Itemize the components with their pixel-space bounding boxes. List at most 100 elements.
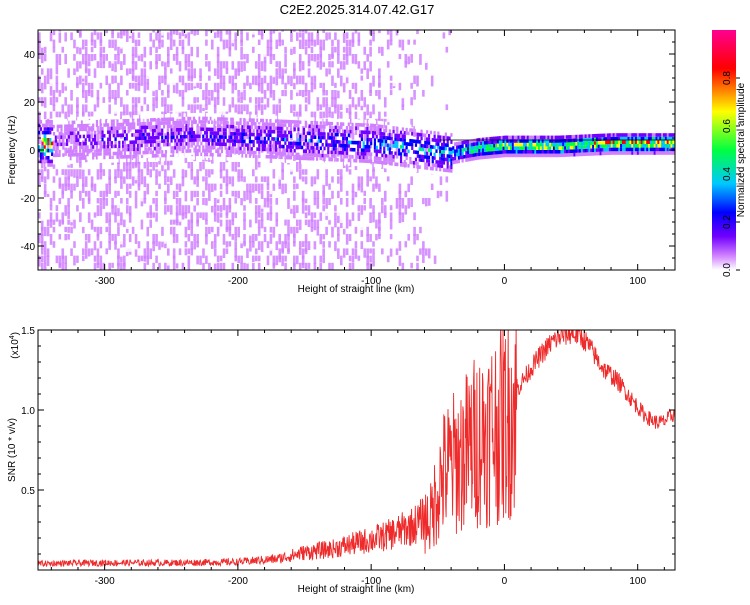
spectrogram-cell (50, 68, 53, 79)
spectrogram-cell (246, 32, 249, 40)
spectrogram-cell (307, 146, 309, 150)
spectrogram-cell (310, 160, 312, 164)
spectrogram-cell (179, 61, 182, 71)
spectrogram-cell (368, 149, 370, 153)
spectrogram-cell (114, 141, 116, 145)
spectrogram-cell (107, 145, 109, 149)
spectrogram-cell (435, 149, 437, 153)
spectrogram-cell (98, 116, 100, 120)
spectrogram-cell (399, 241, 402, 251)
spectrogram-cell (132, 176, 135, 185)
spectrogram-cell (176, 114, 178, 118)
spectrogram-cell (331, 227, 334, 238)
spectrogram-cell (378, 169, 381, 177)
spectrogram-cell (169, 121, 171, 125)
spectrogram-cell (139, 122, 141, 126)
spectrogram-cell (155, 256, 158, 264)
spectrogram-cell (114, 90, 117, 100)
spectrogram-cell (211, 184, 214, 192)
spectrogram-cell (360, 176, 363, 183)
spectrogram-cell (305, 25, 308, 33)
spectrogram-cell (302, 97, 305, 105)
spectrogram-cell (249, 136, 251, 140)
colorbar-tick-label: 0.2 (722, 215, 733, 229)
spectrogram-cell (318, 128, 320, 132)
spectrogram-cell (317, 220, 320, 229)
spectrogram-cell (296, 32, 299, 41)
spectrogram-cell (155, 90, 158, 101)
spectrogram-cell (253, 144, 255, 148)
spectrogram-cell (413, 165, 415, 169)
spectrogram-cell (399, 83, 402, 90)
spectrogram-cell (225, 146, 227, 150)
spectrogram-cell (64, 234, 67, 240)
spectrogram-cell (278, 90, 281, 99)
spectrogram-cell (116, 116, 118, 120)
spectrogram-cell (100, 32, 103, 42)
spectrogram-cell (322, 256, 325, 264)
spectrogram-cell (372, 212, 375, 222)
spectrogram-cell (75, 149, 77, 153)
spectrogram-cell (366, 127, 368, 131)
spectrogram-cell (267, 97, 270, 107)
spectrogram-cell (314, 135, 316, 139)
spectrogram-cell (387, 61, 390, 67)
spectrogram-cell (243, 47, 246, 54)
spectrogram-cell (346, 148, 348, 152)
spectrogram-cell (381, 212, 384, 222)
spectrogram-cell (135, 83, 138, 91)
spectrogram-cell (157, 157, 159, 161)
spectrogram-cell (260, 133, 262, 137)
spectrogram-cell (308, 54, 311, 63)
spectrogram-cell (167, 32, 170, 39)
spectrogram-cell (299, 54, 302, 63)
spectrogram-cell (211, 40, 214, 50)
spectrogram-cell (254, 151, 256, 155)
spectrogram-cell (360, 220, 363, 231)
spectrogram-cell (396, 130, 398, 134)
spectrogram-cell (264, 130, 266, 134)
spectrogram-cell (385, 125, 387, 129)
spectrogram-cell (333, 136, 335, 140)
spectrogram-cell (50, 205, 53, 210)
spectrogram-cell (103, 134, 105, 138)
spectrogram-cell (440, 176, 443, 185)
spectrogram-cell (185, 153, 187, 157)
spectrogram-cell (42, 149, 44, 153)
spectrogram-cell (358, 61, 361, 68)
spectrogram-cell (56, 176, 59, 186)
spectrogram-cell (105, 184, 108, 195)
spectrogram-cell (278, 32, 281, 42)
spectrogram-cell (41, 212, 44, 220)
spectrogram-cell (392, 126, 394, 130)
spectrogram-cell (299, 25, 302, 32)
spectrogram-cell (72, 124, 74, 128)
spectrogram-cell (59, 198, 62, 204)
spectrogram-cell (290, 156, 292, 160)
spectrogram-cell (422, 47, 425, 53)
spectrogram-cell (120, 169, 123, 179)
spectrogram-cell (67, 104, 70, 112)
spectrogram-cell (316, 118, 318, 122)
spectrogram-cell (107, 159, 109, 163)
spectrogram-cell (234, 32, 237, 40)
spectrogram-cell (158, 191, 161, 197)
spectrogram-cell (176, 83, 179, 94)
spectrogram-cell (269, 148, 271, 152)
spectrogram-cell (179, 40, 182, 46)
spectrogram-cell (172, 135, 174, 139)
spectrogram-cell (223, 212, 226, 217)
spectrogram-cell (205, 176, 208, 184)
spectrogram-cell (179, 205, 182, 215)
spectrogram-cell (426, 152, 428, 156)
spectrogram-cell (357, 148, 359, 152)
spectrogram-cell (343, 83, 346, 93)
spectrogram-cell (202, 145, 204, 149)
spectrogram-cell (141, 76, 144, 86)
spectrogram-cell (337, 54, 340, 64)
spectrogram-cell (290, 162, 293, 172)
spectrogram-cell (366, 134, 368, 138)
spectrogram-cell (149, 220, 152, 228)
spectrogram-cell (116, 159, 118, 163)
spectrogram-cell (349, 104, 352, 114)
